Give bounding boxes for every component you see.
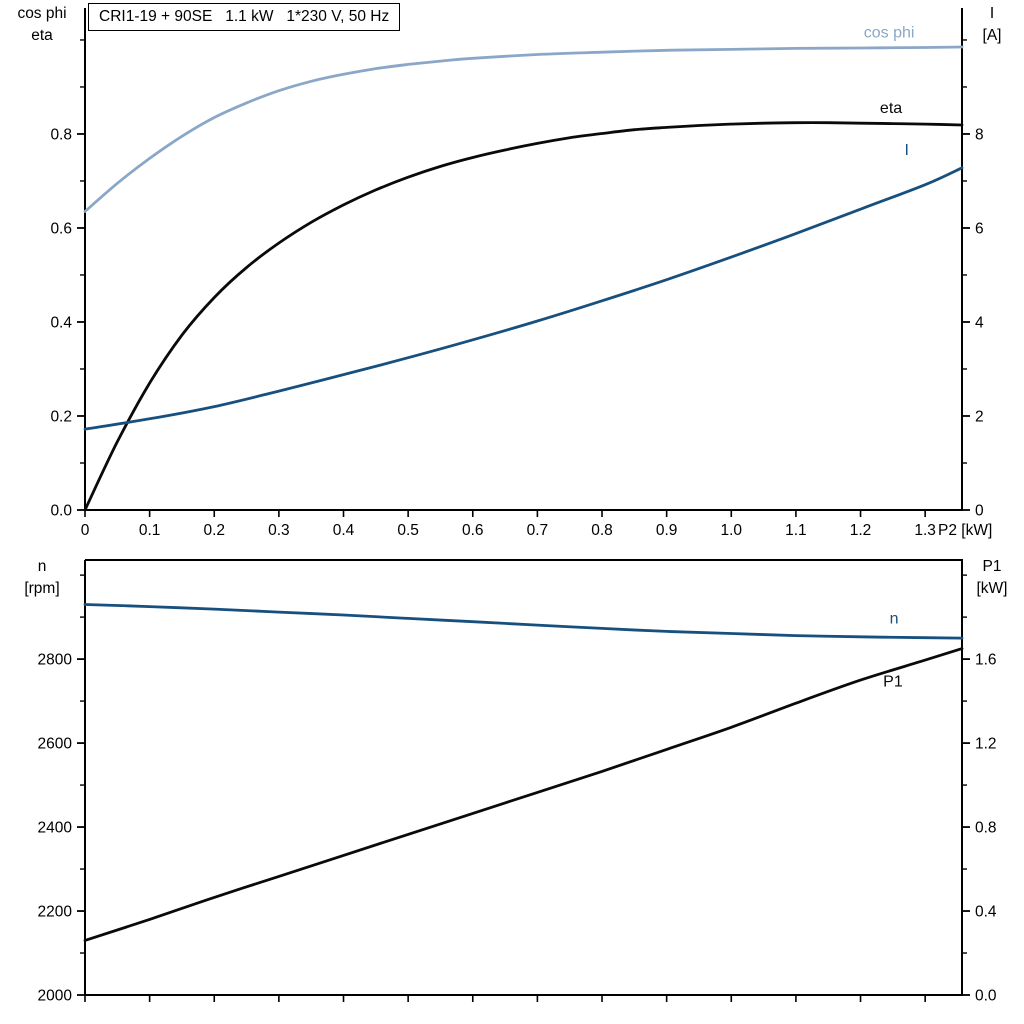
curve-label-P1: P1 (883, 673, 903, 690)
x-tick-label: 0.2 (203, 522, 225, 539)
left-tick-label: 2200 (38, 904, 73, 921)
x-tick-label: 0.9 (656, 522, 678, 539)
right-axis-title-line1: I (989, 5, 995, 22)
x-tick-label: 1.1 (785, 522, 807, 539)
curve-label-n: n (890, 610, 899, 627)
curve-I (83, 166, 964, 431)
right-tick-label: 6 (975, 220, 984, 237)
left-tick-label: 2000 (38, 988, 73, 1005)
right-axis-title-line1: P1 (982, 558, 1002, 575)
curve-P1 (83, 647, 964, 942)
x-tick-label: 0.8 (591, 522, 613, 539)
left-tick-label: 0.2 (50, 408, 72, 425)
right-tick-label: 4 (975, 314, 984, 331)
x-tick-label: 0.6 (462, 522, 484, 539)
left-tick-label: 0.0 (50, 503, 72, 520)
left-axis-title-line2: eta (31, 26, 53, 44)
x-tick-label: 0.1 (139, 522, 161, 539)
right-tick-label: 1.2 (975, 736, 997, 753)
axis-frame (84, 8, 963, 511)
curve-label-cos-phi: cos phi (864, 25, 915, 42)
curve-n (83, 603, 964, 640)
curve-label-eta: eta (880, 100, 902, 117)
right-tick-label: 0.8 (975, 820, 997, 837)
x-tick-label: 0.7 (527, 522, 549, 539)
right-tick-label: 1.6 (975, 652, 997, 669)
curve-eta (83, 121, 964, 512)
left-tick-label: 0.6 (50, 220, 72, 237)
right-axis-title-line2: [kW] (976, 579, 1008, 597)
top-chart-cosphi-eta-current: 0 0.1 0.2 0.3 0.4 0.5 0.6 0.7 0.8 0.9 1.0 1.1 1.2 1.3… (50, 8, 992, 539)
left-axis-title-line1: n (37, 558, 47, 575)
x-tick-label: 1.3 (914, 522, 936, 539)
left-tick-label: 2600 (38, 736, 73, 753)
left-axis-title-top-chart: cos phi eta (2, 3, 82, 46)
right-tick-label: 0.4 (975, 904, 997, 921)
x-tick-label: 1.2 (850, 522, 872, 539)
x-axis-title: P2 [kW] (938, 522, 992, 539)
x-tick-label: 0.5 (397, 522, 419, 539)
left-tick-label: 0.4 (50, 314, 72, 331)
chart-title-box: CRI1-19 + 90SE 1.1 kW 1*230 V, 50 Hz (88, 3, 401, 32)
left-tick-label: 2800 (38, 652, 73, 669)
bottom-chart-speed-power: 2000 2200 2400 2600 2800 0.0 0.4 0.8 1.2 1.6 n P1 (38, 559, 997, 1005)
right-axis-title-bottom-chart: P1 [kW] (962, 556, 1022, 599)
left-axis-title-bottom-chart: n [rpm] (2, 556, 82, 599)
x-tick-label: 0 (81, 522, 90, 539)
left-axis-title-line1: cos phi (17, 5, 67, 22)
x-tick-label: 1.0 (720, 522, 742, 539)
right-tick-label: 2 (975, 408, 984, 425)
right-tick-label: 8 (975, 126, 984, 143)
right-axis-title-line2: [A] (982, 26, 1002, 44)
x-tick-label: 0.3 (268, 522, 290, 539)
curve-label-I: I (904, 142, 908, 159)
right-tick-label: 0 (975, 503, 984, 520)
left-tick-label: 0.8 (50, 126, 72, 143)
left-tick-label: 2400 (38, 820, 73, 837)
left-axis-title-line2: [rpm] (24, 579, 60, 597)
x-tick-label: 0.4 (333, 522, 355, 539)
curve-cos-phi (83, 45, 964, 213)
right-axis-title-top-chart: I [A] (964, 3, 1020, 46)
right-tick-label: 0.0 (975, 988, 997, 1005)
